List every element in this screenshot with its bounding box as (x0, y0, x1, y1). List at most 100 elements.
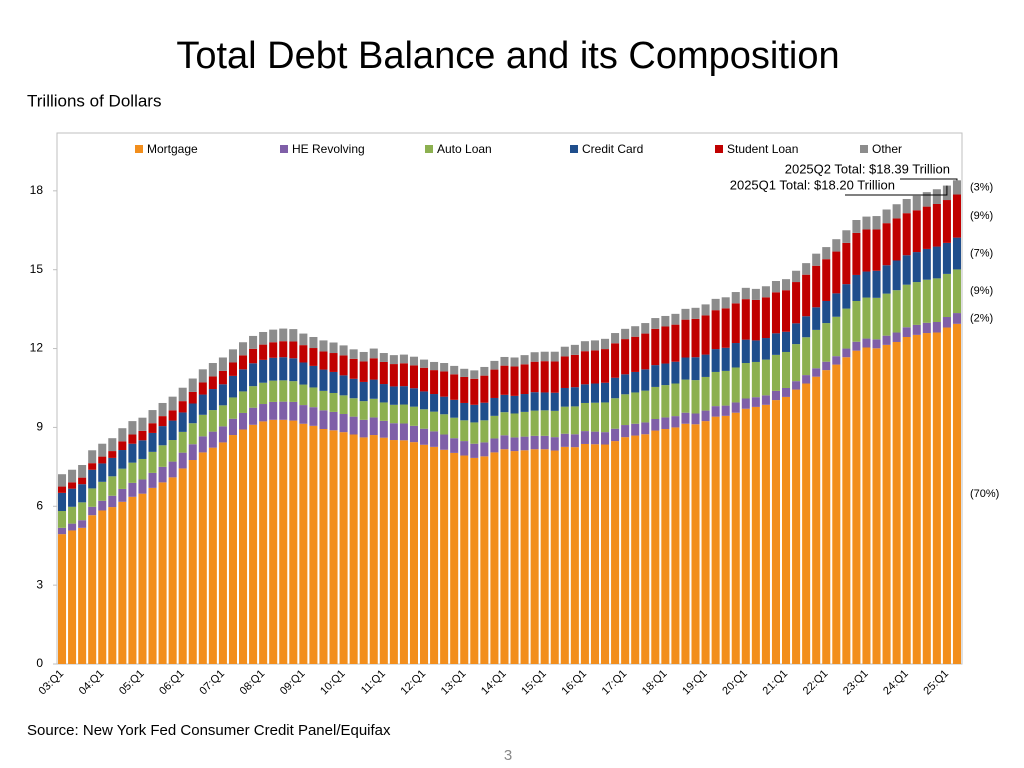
bar-segment (198, 414, 207, 437)
bar-segment (208, 389, 217, 411)
bar-segment (259, 344, 268, 360)
bar-segment (731, 367, 740, 403)
bar-segment (440, 449, 449, 664)
bar-segment (661, 428, 670, 664)
bar-segment (661, 385, 670, 418)
bar-segment (389, 364, 398, 387)
bar-segment (812, 329, 821, 369)
bar-segment (621, 328, 630, 340)
bar-segment (249, 407, 258, 425)
bar-segment (68, 530, 77, 664)
bar-segment (289, 401, 298, 421)
bar-segment (88, 506, 97, 516)
bar-segment (128, 421, 137, 435)
bar-segment (601, 444, 610, 664)
bar-segment (379, 353, 388, 362)
source-note: Source: New York Fed Consumer Credit Pan… (27, 722, 391, 739)
bar-segment (761, 359, 770, 396)
bar-segment (178, 401, 187, 413)
bar-segment (822, 323, 831, 362)
x-tick-label: 11:Q1 (359, 668, 388, 697)
annotation-leader (900, 178, 958, 181)
bar-segment (480, 442, 489, 457)
bar-segment (952, 269, 961, 314)
x-tick-label: 04:Q1 (77, 668, 107, 698)
bar-segment (500, 394, 509, 413)
bar-segment (641, 422, 650, 435)
bar-segment (520, 355, 529, 365)
bar-segment (349, 349, 358, 359)
bar-segment (218, 405, 227, 427)
bar-segment (68, 506, 77, 524)
bar-segment (88, 515, 97, 664)
x-tick-label: 15:Q1 (519, 668, 549, 698)
bar-segment (158, 402, 167, 417)
bar-segment (691, 318, 700, 358)
x-tick-label: 07:Q1 (197, 668, 227, 698)
bar-segment (671, 416, 680, 428)
legend-label: Credit Card (582, 142, 643, 156)
bar-segment (912, 210, 921, 253)
bar-segment (289, 341, 298, 359)
bar-segment (239, 412, 248, 430)
bar-segment (681, 308, 690, 320)
bar-segment (751, 406, 760, 664)
bar-segment (228, 362, 237, 376)
bar-segment (631, 326, 640, 337)
bar-segment (490, 452, 499, 664)
bar-segment (510, 366, 519, 396)
bar-segment (580, 402, 589, 432)
bar-segment (892, 290, 901, 333)
bar-segment (128, 496, 137, 664)
bar-segment (299, 405, 308, 424)
bar-segment (148, 451, 157, 473)
bar-segment (299, 345, 308, 363)
bar-segment (339, 345, 348, 356)
bar-segment (329, 411, 338, 431)
bar-segment (560, 356, 569, 388)
bar-segment (228, 418, 237, 436)
bar-segment (309, 407, 318, 426)
bar-segment (882, 344, 891, 664)
bar-segment (249, 335, 258, 349)
bar-segment (711, 310, 720, 350)
bar-segment (802, 316, 811, 338)
bar-segment (540, 351, 549, 362)
bar-segment (590, 402, 599, 432)
bar-segment (339, 432, 348, 664)
bar-segment (450, 417, 459, 439)
bar-segment (389, 386, 398, 405)
bar-segment (671, 361, 680, 384)
bar-segment (530, 392, 539, 411)
bar-segment (480, 375, 489, 403)
bar-segment (530, 410, 539, 436)
bar-segment (279, 380, 288, 402)
bar-segment (319, 410, 328, 429)
bar-segment (601, 432, 610, 445)
bar-segment (560, 346, 569, 357)
bar-segment (570, 387, 579, 407)
legend-swatch (280, 145, 288, 153)
bar-segment (601, 382, 610, 403)
bar-segment (570, 406, 579, 435)
bar-segment (58, 511, 67, 528)
bar-segment (741, 363, 750, 399)
bar-segment (952, 313, 961, 324)
bar-segment (430, 394, 439, 412)
bar-segment (540, 392, 549, 411)
bar-segment (470, 443, 479, 458)
bar-segment (309, 336, 318, 349)
bar-segment (138, 493, 147, 664)
bar-segment (68, 482, 77, 489)
bar-segment (681, 423, 690, 664)
bar-segment (570, 434, 579, 448)
bar-segment (470, 422, 479, 444)
bar-segment (198, 452, 207, 664)
bar-segment (580, 384, 589, 403)
bar-segment (771, 390, 780, 401)
bar-segment (259, 421, 268, 664)
chart-title: Total Debt Balance and its Composition (176, 35, 839, 77)
bar-segment (952, 194, 961, 238)
bar-segment (88, 463, 97, 470)
bar-segment (228, 435, 237, 664)
